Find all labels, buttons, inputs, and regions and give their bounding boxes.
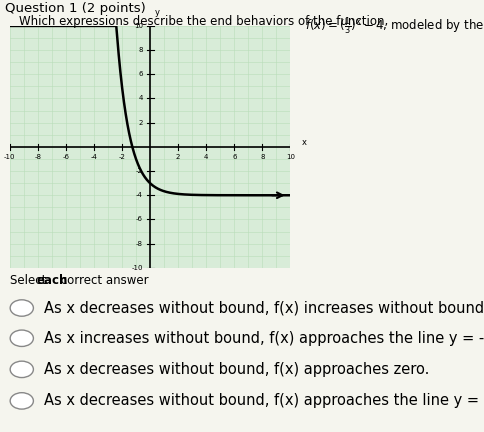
Text: correct answer: correct answer [57,274,149,287]
Text: 8: 8 [138,47,143,53]
Text: -2: -2 [136,168,143,174]
Text: $f(x)=(\frac{1}{3})^x-4$, modeled by the gra: $f(x)=(\frac{1}{3})^x-4$, modeled by the… [305,15,484,37]
Text: -6: -6 [62,154,69,160]
Text: -10: -10 [4,154,15,160]
Text: -6: -6 [136,216,143,222]
Text: 4: 4 [204,154,209,160]
Text: each: each [36,274,68,287]
Text: Question 1 (2 points): Question 1 (2 points) [5,2,146,15]
Text: 4: 4 [138,95,143,102]
Text: As x decreases without bound, f(x) approaches the line y = 4: As x decreases without bound, f(x) appro… [44,394,484,408]
Text: Which expressions describe the end behaviors of the function,: Which expressions describe the end behav… [19,15,393,28]
Text: -4: -4 [136,192,143,198]
Text: 10: 10 [286,154,295,160]
Text: 10: 10 [134,23,143,29]
Text: 6: 6 [138,71,143,77]
Text: -8: -8 [136,241,143,247]
Text: 8: 8 [260,154,265,160]
Text: x: x [302,137,307,146]
Text: -2: -2 [119,154,125,160]
Text: y: y [154,9,159,17]
Text: 2: 2 [176,154,181,160]
Text: Select: Select [10,274,50,287]
Text: 2: 2 [138,120,143,126]
Text: As x decreases without bound, f(x) increases without bound.: As x decreases without bound, f(x) incre… [44,301,484,315]
Text: -10: -10 [132,265,143,271]
Text: As x decreases without bound, f(x) approaches zero.: As x decreases without bound, f(x) appro… [44,362,429,377]
Text: 6: 6 [232,154,237,160]
Text: -4: -4 [91,154,97,160]
Text: -8: -8 [34,154,41,160]
Text: As x increases without bound, f(x) approaches the line y = - 4: As x increases without bound, f(x) appro… [44,331,484,346]
